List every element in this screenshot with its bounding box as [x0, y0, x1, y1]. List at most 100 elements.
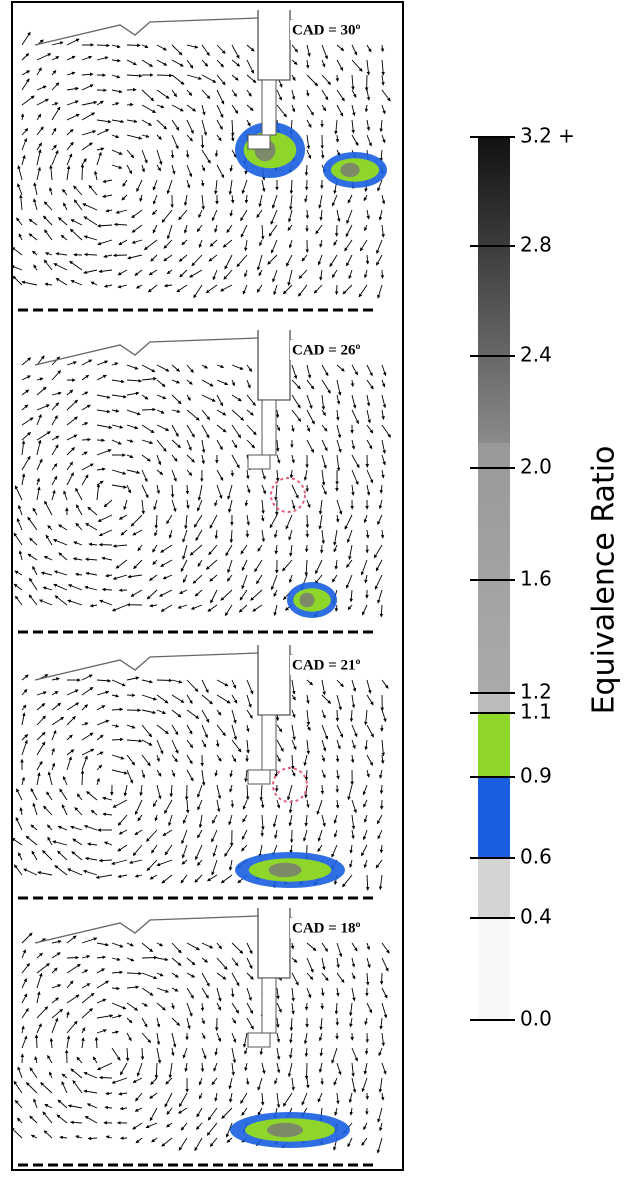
velocity-vector [307, 135, 309, 149]
velocity-vector [382, 45, 383, 52]
velocity-vector [142, 500, 144, 514]
velocity-vector [247, 785, 248, 800]
velocity-vector [367, 395, 369, 406]
velocity-vector [91, 282, 97, 285]
velocity-vector [148, 285, 157, 292]
velocity-vector [380, 770, 382, 778]
velocity-vector [241, 545, 247, 554]
velocity-vector [337, 1063, 341, 1075]
velocity-vector [299, 270, 307, 278]
velocity-vector [271, 210, 277, 224]
velocity-vector [292, 45, 298, 52]
velocity-vector [67, 142, 73, 150]
velocity-vector [217, 425, 226, 432]
velocity-vector [127, 150, 134, 158]
velocity-vector [172, 988, 178, 991]
velocity-vector [163, 575, 172, 579]
velocity-vector [17, 1118, 22, 1123]
velocity-vector [336, 605, 337, 611]
velocity-vector [348, 530, 352, 542]
velocity-vector [82, 113, 95, 120]
panel-label: CAD = 21º [292, 657, 361, 673]
velocity-vector [17, 218, 23, 225]
velocity-vector [22, 129, 28, 136]
velocity-vector [67, 1021, 77, 1033]
velocity-vector [181, 875, 187, 883]
velocity-vector [231, 530, 232, 543]
velocity-vector [245, 1063, 247, 1071]
velocity-vector [274, 815, 277, 827]
velocity-vector [52, 703, 61, 710]
velocity-vector [82, 733, 93, 740]
velocity-vector [202, 740, 206, 747]
velocity-vector [335, 815, 338, 823]
velocity-vector [232, 1063, 234, 1075]
velocity-vector [183, 575, 187, 582]
velocity-vector [112, 150, 122, 154]
velocity-vector [89, 185, 97, 195]
velocity-vector [147, 860, 157, 871]
velocity-vector [46, 253, 53, 255]
velocity-vector [364, 800, 367, 807]
velocity-vector [183, 545, 187, 559]
velocity-vector [262, 470, 265, 479]
velocity-vector [247, 425, 256, 435]
velocity-vector [231, 210, 232, 216]
velocity-vector [367, 380, 373, 389]
velocity-vector [336, 1003, 337, 1014]
velocity-vector [53, 841, 67, 845]
velocity-vector [185, 225, 187, 233]
velocity-vector [74, 200, 82, 210]
velocity-vector [133, 1078, 142, 1083]
velocity-vector [322, 530, 324, 544]
velocity-vector [337, 1093, 338, 1104]
velocity-vector [262, 180, 264, 191]
velocity-vector [366, 710, 368, 725]
velocity-vector [18, 166, 22, 180]
velocity-vector [230, 1078, 233, 1089]
velocity-vector [32, 851, 37, 860]
velocity-vector [76, 505, 82, 515]
velocity-vector [52, 42, 63, 45]
velocity-vector [52, 998, 59, 1003]
velocity-vector [337, 695, 341, 710]
velocity-vector [232, 1018, 236, 1023]
velocity-vector [170, 530, 172, 538]
velocity-vector [179, 1138, 187, 1150]
velocity-vector [381, 150, 382, 161]
velocity-vector [182, 860, 187, 864]
velocity-vector [232, 410, 244, 420]
velocity-vector [125, 785, 127, 796]
velocity-vector [381, 1018, 382, 1029]
velocity-vector [68, 869, 82, 875]
velocity-vector [153, 545, 157, 552]
velocity-vector [367, 365, 372, 376]
velocity-vector [127, 60, 136, 65]
velocity-vector [217, 740, 218, 747]
velocity-vector [316, 560, 323, 574]
velocity-vector [206, 560, 217, 569]
velocity-vector [225, 255, 232, 269]
velocity-vector [52, 490, 55, 500]
velocity-vector [381, 785, 382, 794]
velocity-vector [187, 800, 188, 813]
velocity-vector [337, 680, 343, 687]
velocity-vector [288, 270, 292, 285]
velocity-vector [322, 105, 326, 111]
velocity-vector [367, 725, 374, 737]
velocity-vector [120, 1108, 127, 1109]
velocity-vector [33, 803, 37, 815]
velocity-vector [277, 440, 278, 451]
velocity-vector [216, 150, 217, 157]
velocity-vector [317, 800, 322, 814]
velocity-vector [194, 515, 202, 527]
velocity-vector [307, 515, 308, 528]
velocity-vector [307, 380, 314, 389]
velocity-vector [307, 410, 314, 424]
velocity-vector [138, 815, 142, 821]
velocity-vector [382, 680, 388, 688]
velocity-vector [277, 410, 278, 418]
velocity-vector [187, 485, 188, 494]
velocity-vector [22, 933, 32, 943]
